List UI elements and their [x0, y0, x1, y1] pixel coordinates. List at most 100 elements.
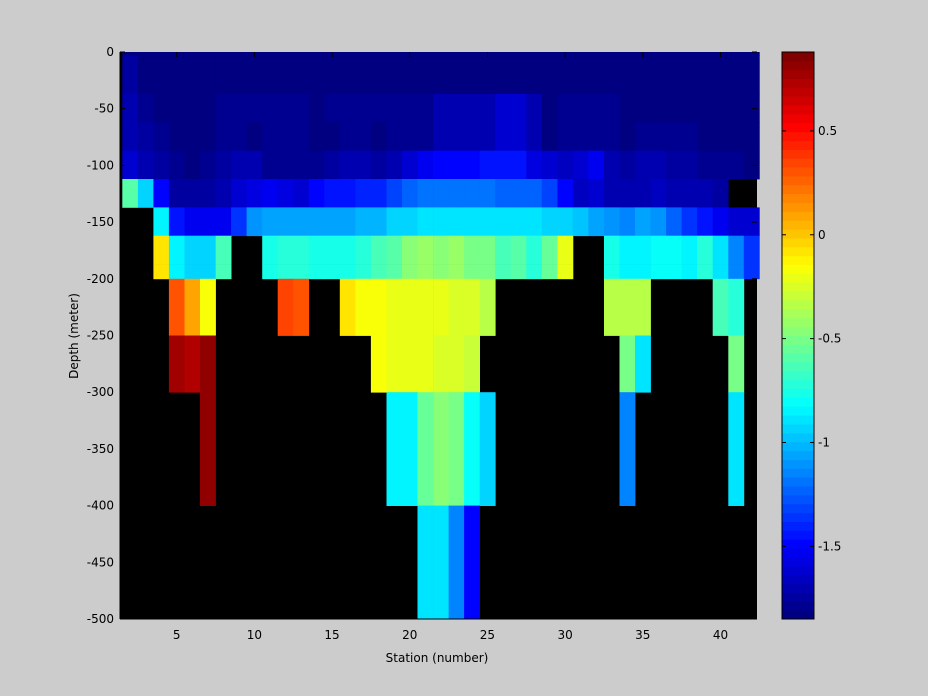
heatmap-cell [743, 55, 760, 95]
heatmap-cell [417, 94, 434, 123]
heatmap-cell [666, 150, 682, 180]
heatmap-cell [339, 179, 356, 208]
heatmap-cell [339, 278, 356, 336]
heatmap-cell [541, 264, 558, 280]
x-tick-label: 10 [247, 628, 262, 642]
heatmap-cell [262, 55, 279, 95]
heatmap-cell [650, 179, 667, 208]
colorbar-level [782, 184, 814, 195]
heatmap-cell [510, 150, 527, 180]
heatmap-cell [697, 150, 714, 180]
heatmap-cell [495, 179, 512, 208]
heatmap-cell [743, 235, 760, 265]
heatmap-cell [541, 94, 558, 123]
heatmap-cell [541, 235, 558, 265]
heatmap-cell [433, 122, 449, 151]
heatmap-cell [200, 235, 216, 265]
heatmap-cell [215, 264, 232, 280]
heatmap-cell [557, 264, 574, 280]
heatmap-cell [246, 122, 263, 151]
heatmap-cell [355, 235, 372, 265]
heatmap-cell [448, 235, 465, 265]
colorbar-level [782, 264, 814, 274]
heatmap-cell [417, 278, 434, 336]
colorbar-level [782, 220, 814, 230]
colorbar-level [782, 211, 814, 221]
heatmap-cell [184, 235, 201, 265]
heatmap-cell [572, 150, 589, 180]
heatmap-cell [464, 392, 480, 506]
colorbar: 0.5 0 -0.5 -1 -1.5 [781, 51, 841, 620]
colorbar-level [782, 158, 814, 168]
heatmap-cell [386, 264, 403, 280]
heatmap-cell [153, 52, 170, 56]
colorbar-level [782, 326, 814, 336]
heatmap-cell [448, 150, 465, 180]
heatmap-cell [262, 150, 279, 180]
heatmap-cell [339, 207, 356, 237]
heatmap-cell [433, 264, 449, 280]
colorbar-level [782, 574, 814, 584]
heatmap-cell [619, 278, 636, 336]
heatmap-cell [541, 52, 558, 56]
heatmap-cell [137, 122, 154, 151]
heatmap-cell [324, 150, 341, 180]
heatmap-cell [386, 122, 403, 151]
colorbar-level [782, 255, 814, 266]
heatmap-cell [308, 55, 325, 95]
heatmap-cell [448, 278, 465, 336]
heatmap-cell [464, 278, 480, 336]
heatmap-cell [386, 55, 403, 95]
heatmap-cell [588, 122, 605, 151]
colorbar-level [782, 441, 814, 452]
y-tick-label: -50 [94, 102, 114, 116]
heatmap-cell [697, 122, 714, 151]
heatmap-cell [541, 122, 558, 151]
heatmap-cell [122, 179, 139, 208]
heatmap-cell [153, 179, 170, 208]
heatmap-cell [541, 207, 558, 237]
heatmap-cell [370, 52, 387, 56]
x-axis: 5 10 15 20 25 30 35 40 [120, 52, 757, 642]
heatmap-cell [588, 207, 605, 237]
heatmap-cell [572, 122, 589, 151]
heatmap-cell [277, 94, 294, 123]
heatmap-cell [588, 55, 605, 95]
heatmap-cell [122, 122, 139, 151]
colorbar-level [782, 406, 814, 416]
heatmap-cell [572, 52, 589, 56]
heatmap-cell [526, 264, 543, 280]
colorbar-level [782, 432, 814, 443]
heatmap-cell [324, 235, 341, 265]
heatmap-cell [246, 55, 263, 95]
heatmap-cell [153, 55, 170, 95]
heatmap-cell [650, 264, 667, 280]
heatmap-cell [681, 122, 698, 151]
heatmap-cell [728, 94, 745, 123]
colorbar-level [782, 229, 814, 239]
colorbar-level [782, 521, 814, 531]
heatmap-cell [479, 264, 496, 280]
y-tick-label: -100 [87, 158, 114, 172]
heatmap-cell [743, 264, 760, 280]
heatmap-cell [588, 52, 605, 56]
colorbar-level [782, 353, 814, 363]
heatmap-cell [200, 278, 216, 336]
heatmap-cell [277, 207, 294, 237]
heatmap-cell [697, 207, 714, 237]
colorbar-level [782, 592, 814, 602]
heatmap-cell [510, 235, 527, 265]
heatmap-cell [619, 207, 636, 237]
heatmap-cell [231, 122, 247, 151]
heatmap-cell [215, 55, 232, 95]
heatmap-cell [277, 235, 294, 265]
heatmap-cell [635, 179, 651, 208]
colorbar-level [782, 450, 814, 460]
heatmap-cell [153, 150, 170, 180]
colorbar-level [782, 114, 814, 124]
heatmap-cell [386, 235, 403, 265]
heatmap-cell [495, 264, 512, 280]
y-tick-label: -250 [87, 329, 114, 343]
x-axis-label: Station (number) [386, 651, 489, 665]
x-tick-label: 25 [480, 628, 495, 642]
